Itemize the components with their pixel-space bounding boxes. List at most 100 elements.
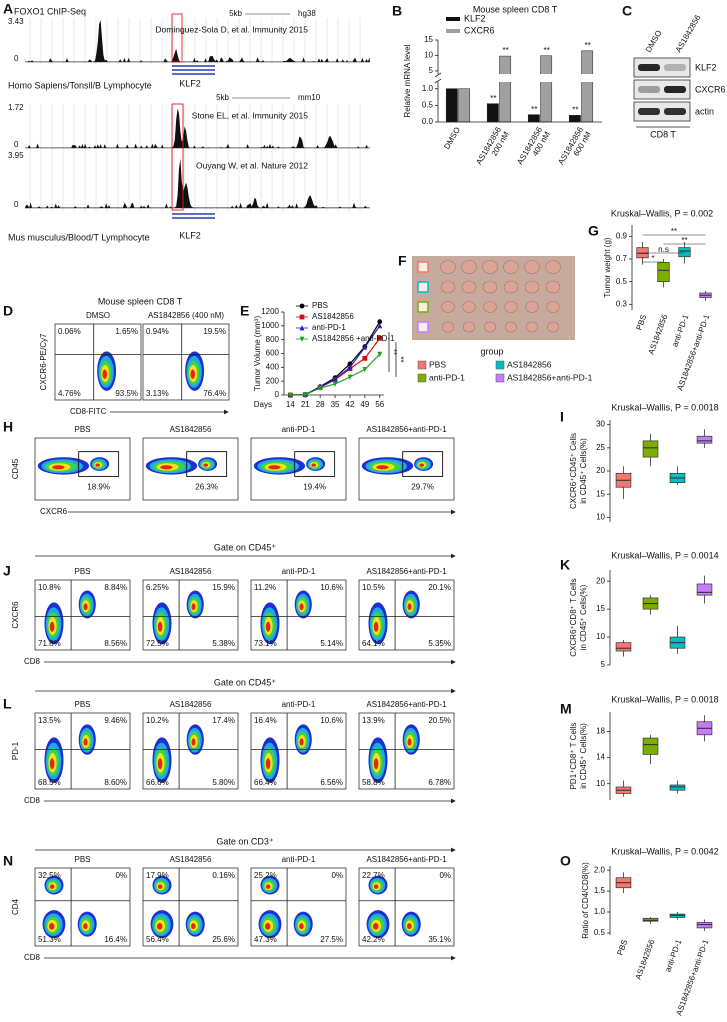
x-tick-label: 56 bbox=[375, 400, 384, 409]
quadrant-percent: 0.06% bbox=[58, 327, 81, 336]
blot-band bbox=[638, 64, 660, 71]
x-tick-label: 35 bbox=[331, 400, 340, 409]
quadrant-percent: 1.65% bbox=[115, 327, 138, 336]
gate-percent: 19.4% bbox=[303, 483, 326, 492]
lane-label: AS1842856 bbox=[674, 13, 703, 54]
quadrant-percent: 10.8% bbox=[38, 583, 61, 592]
legend-swatch bbox=[495, 373, 505, 383]
panel-letter: F bbox=[398, 253, 407, 269]
quadrant-percent: 27.5% bbox=[320, 935, 343, 944]
quadrant-percent: 6.56% bbox=[320, 778, 343, 787]
box bbox=[615, 642, 632, 652]
protein-label: actin bbox=[695, 106, 714, 116]
tumor bbox=[440, 280, 456, 294]
legend-label: anti-PD-1 bbox=[429, 372, 465, 382]
quadrant-percent: 0% bbox=[115, 871, 127, 880]
tumor bbox=[440, 260, 456, 274]
significance: ** bbox=[585, 41, 591, 50]
quadrant-percent: 51.3% bbox=[38, 935, 61, 944]
blot-band bbox=[664, 64, 686, 71]
source-label: Mus musculus/Blood/T Lymphocyte bbox=[8, 232, 150, 242]
density bbox=[376, 465, 389, 470]
point bbox=[347, 364, 353, 370]
plot-title: AS1842856+anti-PD-1 bbox=[366, 567, 447, 576]
box bbox=[642, 440, 659, 458]
significance: ** bbox=[671, 227, 677, 236]
x-tick-label: anti-PD-1 bbox=[663, 938, 683, 973]
panel-letter: J bbox=[3, 563, 11, 579]
gate-label: Gate on CD45⁺ bbox=[214, 677, 277, 687]
blot-band bbox=[638, 108, 660, 115]
point bbox=[377, 335, 383, 341]
y-tick-label: 0.5 bbox=[422, 100, 434, 109]
density bbox=[157, 758, 163, 770]
panel-letter: B bbox=[392, 3, 402, 19]
density bbox=[373, 884, 379, 889]
panel-letter: K bbox=[560, 557, 570, 573]
significance: ** bbox=[490, 94, 496, 103]
density bbox=[299, 923, 304, 930]
quadrant-percent: 10.5% bbox=[362, 583, 385, 592]
y-axis-label: Ratio of CD4/CD8(%) bbox=[581, 862, 590, 939]
y-tick-label: 20 bbox=[596, 466, 605, 475]
quadrant-percent: 0% bbox=[439, 871, 451, 880]
quadrant-percent: 8.60% bbox=[104, 778, 127, 787]
bar bbox=[540, 55, 553, 123]
plot-title: AS1842856 bbox=[170, 425, 212, 434]
quadrant-percent: 13.5% bbox=[38, 716, 61, 725]
plot-title: AS1842856+anti-PD-1 bbox=[366, 700, 447, 709]
y-tick-label: 10 bbox=[596, 512, 605, 521]
y-axis-label: in CD45⁺ Cells(%) bbox=[579, 584, 588, 650]
chart-title: Kruskal–Wallis, P = 0.0018 bbox=[611, 694, 718, 704]
plot-title: PBS bbox=[74, 700, 90, 709]
bar bbox=[458, 88, 471, 123]
box bbox=[696, 583, 713, 596]
x-tick-label: PBS bbox=[634, 313, 648, 331]
density bbox=[419, 463, 424, 467]
quadrant-percent: 20.1% bbox=[428, 583, 451, 592]
x-axis-label: CD8 bbox=[24, 796, 41, 805]
y-tick-label: 0.5 bbox=[616, 277, 628, 286]
y-tick-label: 400 bbox=[266, 362, 280, 371]
significance: ** bbox=[544, 46, 550, 55]
plot-title: anti-PD-1 bbox=[282, 855, 316, 864]
box bbox=[669, 784, 686, 791]
legend-swatch bbox=[446, 17, 460, 21]
axis-break-gap bbox=[434, 74, 602, 82]
significance: ** bbox=[396, 356, 405, 362]
density bbox=[52, 465, 65, 470]
tumor bbox=[503, 280, 519, 294]
x-axis-label: Days bbox=[254, 400, 272, 409]
quadrant-percent: 47.3% bbox=[254, 935, 277, 944]
plot-title: AS1842856+anti-PD-1 bbox=[366, 855, 447, 864]
legend-label: PBS bbox=[312, 301, 328, 310]
y-tick-label: 200 bbox=[266, 376, 280, 385]
genome-label: hg38 bbox=[298, 9, 316, 18]
gate-label: Gate on CD45⁺ bbox=[214, 542, 277, 552]
quadrant-percent: 25.2% bbox=[254, 871, 277, 880]
blot-frame bbox=[633, 57, 691, 78]
x-tick-label: 21 bbox=[301, 400, 310, 409]
panel-letter: G bbox=[588, 223, 599, 239]
track-citation: Dominguez-Sola D, et al. Immunity 2015 bbox=[155, 24, 308, 34]
quadrant-percent: 10.6% bbox=[320, 583, 343, 592]
track-max: 3.95 bbox=[8, 151, 24, 160]
density bbox=[373, 621, 379, 632]
quadrant-percent: 9.46% bbox=[104, 716, 127, 725]
density bbox=[83, 738, 88, 746]
y-axis-label: CD4 bbox=[11, 898, 20, 915]
panel-letter: E bbox=[240, 303, 249, 319]
density bbox=[265, 758, 271, 770]
legend-label: AS1842856 bbox=[312, 312, 354, 321]
plot-title: PBS bbox=[74, 855, 90, 864]
density bbox=[311, 463, 316, 467]
gate-percent: 29.7% bbox=[411, 483, 434, 492]
density bbox=[102, 369, 107, 380]
blot-frame bbox=[633, 79, 691, 100]
y-tick-label: 1.5 bbox=[594, 886, 606, 895]
legend-label: PBS bbox=[429, 359, 446, 369]
point bbox=[332, 376, 338, 382]
gate-label: Gate on CD3⁺ bbox=[216, 836, 274, 846]
y-axis-label: in CD45⁺ Cells(%) bbox=[579, 438, 588, 504]
